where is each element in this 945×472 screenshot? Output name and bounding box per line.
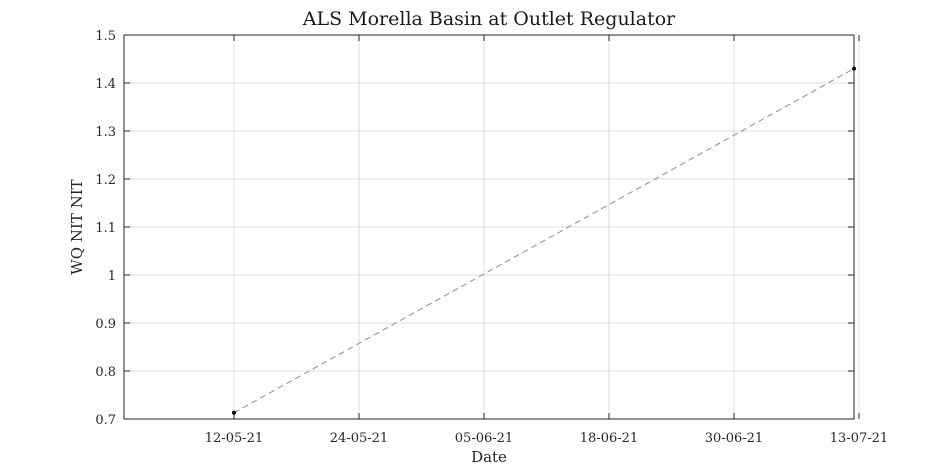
- data-marks: [232, 66, 856, 415]
- series-line: [233, 68, 855, 414]
- data-point: [232, 410, 236, 415]
- data-point: [852, 66, 856, 71]
- grid: [124, 34, 860, 420]
- x-tick-label: 18-06-21: [580, 431, 638, 446]
- x-tick-label: 30-06-21: [705, 431, 763, 446]
- chart-title: ALS Morella Basin at Outlet Regulator: [302, 8, 676, 30]
- y-tick-label: 0.7: [95, 413, 116, 428]
- x-axis-label: Date: [471, 448, 507, 466]
- y-tick-label: 0.9: [95, 317, 116, 332]
- y-tick-label: 1.1: [95, 221, 116, 236]
- y-tick-label: 1.4: [95, 77, 116, 92]
- axis-ticks: 12-05-21 24-05-21 05-06-21 18-06-21 30-06-21…: [95, 29, 888, 446]
- y-tick-label: 1: [108, 269, 116, 284]
- x-tick-label: 12-05-21: [205, 431, 263, 446]
- y-tick-label: 1.3: [95, 125, 116, 140]
- y-tick-label: 1.2: [95, 173, 116, 188]
- x-tick-label: 13-07-21: [830, 431, 888, 446]
- x-tick-label: 24-05-21: [330, 431, 388, 446]
- y-tick-label: 1.5: [95, 29, 116, 44]
- y-tick-label: 0.8: [95, 365, 116, 380]
- x-tick-label: 05-06-21: [455, 431, 513, 446]
- y-axis-label: WQ NIT NIT: [68, 179, 86, 274]
